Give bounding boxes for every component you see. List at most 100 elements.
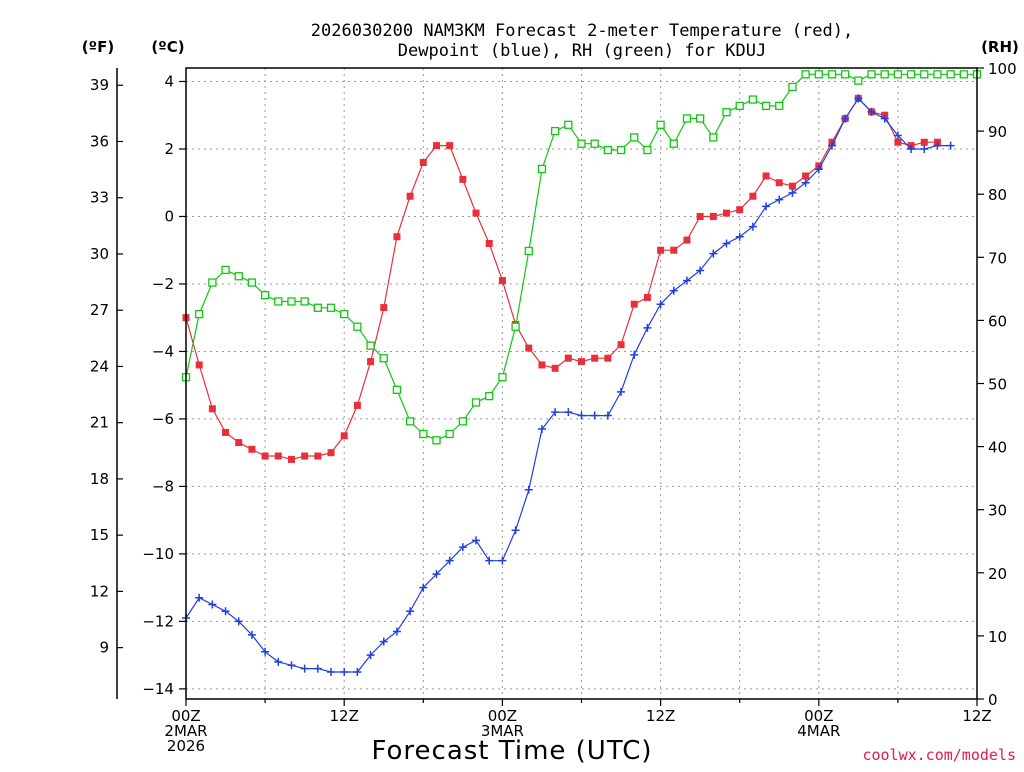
relative-humidity-point (827, 70, 837, 79)
2-meter-temperature-point (367, 358, 375, 366)
x-tick-label: 12Z (646, 707, 675, 725)
2-meter-temperature-point (261, 452, 269, 460)
2-meter-dewpoint-point (788, 188, 797, 197)
2-meter-dewpoint-point (933, 141, 942, 150)
x-tick-label: 00Z (804, 707, 833, 725)
2-meter-temperature-point (670, 246, 678, 254)
2-meter-dewpoint-point (300, 664, 309, 673)
2-meter-temperature-point (709, 212, 717, 220)
relative-humidity-point (867, 70, 876, 79)
2-meter-dewpoint-point (485, 556, 494, 565)
2-meter-temperature-point (525, 344, 533, 352)
celsius-tick-label: −4 (152, 342, 174, 360)
2-meter-dewpoint-point (511, 526, 520, 535)
relative-humidity-point (247, 278, 257, 287)
x-tick-label: 12Z (962, 707, 991, 725)
fahrenheit-tick-label: 39 (90, 76, 109, 94)
2-meter-temperature-point (802, 172, 810, 180)
2-meter-temperature-point (248, 445, 256, 453)
2-meter-dewpoint-point (537, 425, 546, 434)
rh-tick-label: 20 (988, 565, 1007, 583)
2-meter-dewpoint-point (366, 651, 375, 660)
2-meter-temperature-line (185, 97, 938, 461)
rh-tick-label: 70 (988, 249, 1007, 267)
relative-humidity-point (603, 145, 613, 155)
relative-humidity-point (432, 436, 441, 445)
relative-humidity-point (946, 70, 955, 79)
celsius-unit-label: (ºC) (151, 38, 184, 56)
chart-title-line-2: Dewpoint (blue), RH (green) for KDUJ (398, 41, 766, 61)
2-meter-dewpoint-point (748, 222, 757, 231)
relative-humidity-point (458, 417, 468, 426)
relative-humidity-point (379, 354, 388, 363)
2-meter-dewpoint-point (827, 141, 836, 150)
2-meter-dewpoint-point (392, 627, 401, 636)
2-meter-dewpoint-point (775, 195, 784, 204)
2-meter-dewpoint-point (419, 583, 428, 592)
relative-humidity-point (234, 272, 243, 281)
2-meter-dewpoint-point (669, 286, 678, 295)
2-meter-dewpoint-point (656, 300, 665, 309)
celsius-tick-label: 0 (164, 207, 174, 225)
fahrenheit-tick-label: 33 (90, 189, 109, 207)
2-meter-dewpoint-point (208, 600, 217, 609)
2-meter-dewpoint-point (880, 114, 889, 123)
2-meter-dewpoint-point (603, 411, 612, 420)
2-meter-dewpoint-point (630, 350, 639, 359)
relative-humidity-point (709, 133, 718, 142)
relative-humidity-point (405, 417, 415, 426)
relative-humidity-point (656, 120, 665, 129)
fahrenheit-unit-label: (ºF) (82, 38, 114, 56)
x-tick-label: 00Z (488, 707, 517, 725)
2-meter-temperature-point (432, 142, 440, 150)
fahrenheit-tick-label: 15 (90, 526, 109, 544)
2-meter-dewpoint-point (498, 556, 507, 565)
rh-tick-label: 60 (988, 312, 1007, 330)
2-meter-dewpoint-point (445, 556, 454, 565)
2-meter-temperature-point (775, 179, 783, 187)
celsius-tick-label: −6 (152, 410, 174, 428)
2-meter-temperature-point (723, 209, 731, 217)
rh-tick-label: 90 (988, 123, 1007, 141)
fahrenheit-tick-label: 18 (90, 470, 109, 488)
2-meter-temperature-point (340, 432, 348, 440)
fahrenheit-tick-label: 30 (90, 245, 109, 263)
2-meter-dewpoint-point (722, 239, 731, 248)
relative-humidity-point (616, 145, 626, 155)
2-meter-temperature-point (419, 158, 427, 166)
2-meter-dewpoint-point (893, 131, 902, 140)
x-tick-label: 4MAR (797, 722, 840, 740)
2-meter-temperature-point (696, 212, 704, 220)
2-meter-temperature-point (920, 138, 928, 146)
2-meter-dewpoint-point (340, 668, 349, 677)
2-meter-temperature-point (788, 182, 796, 190)
relative-humidity-point (498, 373, 507, 382)
rh-tick-label: 100 (988, 60, 1017, 78)
relative-humidity-point (775, 101, 784, 111)
celsius-tick-label: −8 (152, 477, 174, 495)
2-meter-temperature-point (591, 354, 599, 362)
2-meter-dewpoint-point (735, 232, 744, 241)
2-meter-dewpoint-point (564, 408, 573, 417)
2-meter-dewpoint-point (590, 411, 599, 420)
relative-humidity-point (630, 133, 639, 142)
2-meter-dewpoint-point (762, 202, 771, 211)
relative-humidity-point (564, 120, 573, 129)
2-meter-dewpoint-point (920, 144, 929, 153)
2-meter-dewpoint-point (234, 617, 243, 626)
2-meter-dewpoint-point (353, 668, 362, 677)
rh-unit-label: (RH) (981, 38, 1019, 56)
relative-humidity-point (669, 139, 678, 148)
relative-humidity-point (590, 139, 599, 148)
grid-lines (186, 68, 977, 699)
relative-humidity-point (696, 114, 705, 123)
2-meter-temperature-point (222, 428, 230, 436)
2-meter-temperature-point (195, 361, 203, 369)
2-meter-temperature-point (406, 192, 414, 200)
fahrenheit-tick-label: 9 (99, 639, 109, 657)
x-axis-title: Forecast Time (UTC) (371, 736, 652, 766)
2-meter-temperature-point (683, 236, 691, 244)
2-meter-dewpoint-point (854, 94, 863, 103)
2-meter-temperature-point (353, 401, 361, 409)
